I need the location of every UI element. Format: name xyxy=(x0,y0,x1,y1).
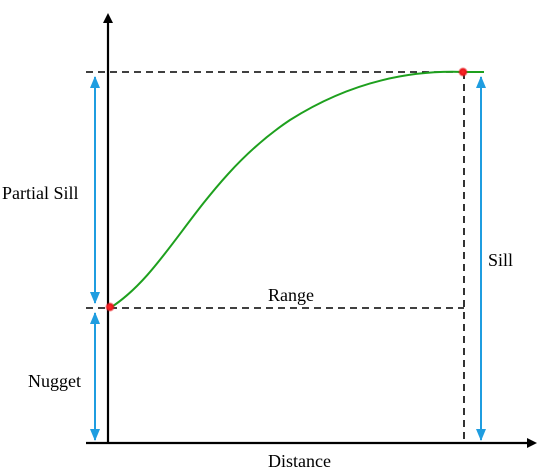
nugget-point xyxy=(105,302,115,312)
variogram-curve xyxy=(109,70,484,309)
partial-sill-label: Partial Sill xyxy=(2,183,79,203)
sill-label: Sill xyxy=(488,250,513,270)
nugget-label: Nugget xyxy=(28,371,81,391)
x-axis-label: Distance xyxy=(268,451,331,470)
sill-point xyxy=(458,67,468,77)
range-label: Range xyxy=(268,285,314,305)
